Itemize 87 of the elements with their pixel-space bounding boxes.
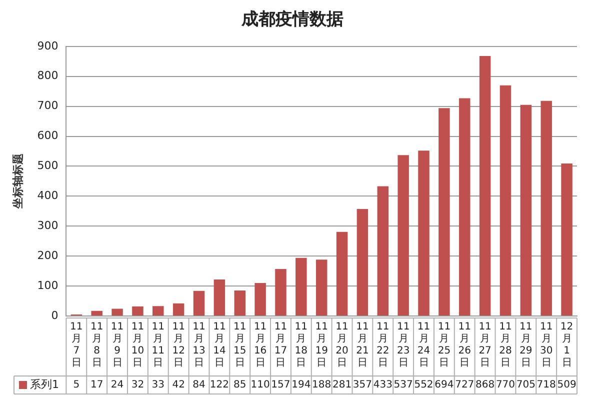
data-label: 84 xyxy=(192,380,206,391)
bar xyxy=(540,100,552,316)
data-label: 122 xyxy=(210,380,229,391)
y-tick-label: 500 xyxy=(37,159,58,172)
x-tick-label: 11月30日 xyxy=(540,322,553,369)
data-label: 718 xyxy=(536,380,556,391)
data-label: 705 xyxy=(516,380,536,391)
bar xyxy=(296,258,307,316)
data-label: 433 xyxy=(373,380,392,391)
x-tick-label: 11月18日 xyxy=(294,322,308,369)
x-tick-label: 11月23日 xyxy=(396,322,410,369)
bar xyxy=(336,232,348,316)
x-tick-label: 11月7日 xyxy=(70,322,83,369)
bar xyxy=(275,268,286,316)
y-tick-label: 700 xyxy=(37,99,58,112)
bar xyxy=(356,209,368,316)
data-label: 24 xyxy=(110,380,124,391)
bar xyxy=(132,306,144,316)
data-label: 157 xyxy=(271,380,290,391)
bar xyxy=(479,56,491,316)
x-tick-label: 11月28日 xyxy=(499,322,512,369)
bar xyxy=(561,164,572,316)
bar xyxy=(459,98,470,316)
bar xyxy=(500,85,512,316)
data-label: 509 xyxy=(557,380,576,391)
x-tick-label: 11月12日 xyxy=(172,322,185,369)
data-label: 188 xyxy=(312,380,332,391)
data-label: 33 xyxy=(152,380,165,391)
x-tick-label: 11月8日 xyxy=(90,322,104,369)
x-tick-label: 12月1日 xyxy=(560,322,574,369)
x-tick-label: 11月15日 xyxy=(234,322,246,369)
data-label: 5 xyxy=(73,380,80,391)
data-label: 194 xyxy=(292,380,311,391)
data-label: 42 xyxy=(172,380,185,391)
x-tick-label: 11月16日 xyxy=(254,322,267,369)
data-label: 770 xyxy=(496,380,516,391)
bar xyxy=(234,290,246,316)
x-tick-label: 11月13日 xyxy=(192,322,206,369)
data-label: 357 xyxy=(352,380,372,391)
bar xyxy=(214,279,226,316)
x-tick-label: 11月10日 xyxy=(131,322,144,369)
x-tick-label: 11月25日 xyxy=(438,322,451,369)
bar xyxy=(152,306,164,316)
y-axis-title: 坐标轴标题 xyxy=(11,154,24,210)
bar xyxy=(377,186,389,316)
x-tick-label: 11月22日 xyxy=(376,322,390,369)
bar xyxy=(398,155,409,316)
y-tick-label: 800 xyxy=(37,69,58,82)
data-label: 727 xyxy=(455,380,474,391)
data-label: 694 xyxy=(434,380,454,391)
y-tick-label: 400 xyxy=(37,189,58,202)
y-tick-label: 600 xyxy=(37,129,58,142)
data-label: 32 xyxy=(131,380,144,391)
x-tick-label: 11月20日 xyxy=(336,322,348,369)
x-tick-label: 11月11日 xyxy=(152,322,165,369)
x-tick-label: 11月9日 xyxy=(110,322,124,369)
data-label: 552 xyxy=(414,380,434,391)
bar xyxy=(172,303,184,316)
bar xyxy=(193,290,205,316)
bar xyxy=(254,283,266,316)
bar xyxy=(418,150,430,316)
x-tick-label: 11月21日 xyxy=(356,322,369,369)
data-label: 110 xyxy=(250,380,270,391)
y-tick-label: 200 xyxy=(37,248,58,262)
x-tick-label: 11月14日 xyxy=(213,322,226,369)
bar xyxy=(112,308,123,316)
data-label: 85 xyxy=(234,380,246,391)
bar xyxy=(520,104,532,316)
y-tick-label: 0 xyxy=(51,308,58,322)
data-label: 281 xyxy=(332,380,352,391)
y-tick-label: 100 xyxy=(37,278,58,292)
y-tick-label: 900 xyxy=(37,39,58,52)
bar xyxy=(438,108,450,316)
x-tick-label: 11月17日 xyxy=(274,322,288,369)
legend-label: 系列1 xyxy=(30,378,59,391)
bar xyxy=(316,260,328,316)
chart-title: 成都疫情数据 xyxy=(240,10,344,30)
y-tick-label: 300 xyxy=(37,218,58,232)
x-tick-label: 11月26日 xyxy=(458,322,471,369)
data-label: 17 xyxy=(90,380,104,391)
data-label: 868 xyxy=(476,380,495,391)
x-tick-label: 11月29日 xyxy=(520,322,532,369)
x-tick-label: 11月19日 xyxy=(315,322,328,369)
x-tick-label: 11月27日 xyxy=(478,322,492,369)
bar xyxy=(91,310,102,316)
data-label: 537 xyxy=(394,380,413,391)
x-tick-label: 11月24日 xyxy=(417,322,430,369)
